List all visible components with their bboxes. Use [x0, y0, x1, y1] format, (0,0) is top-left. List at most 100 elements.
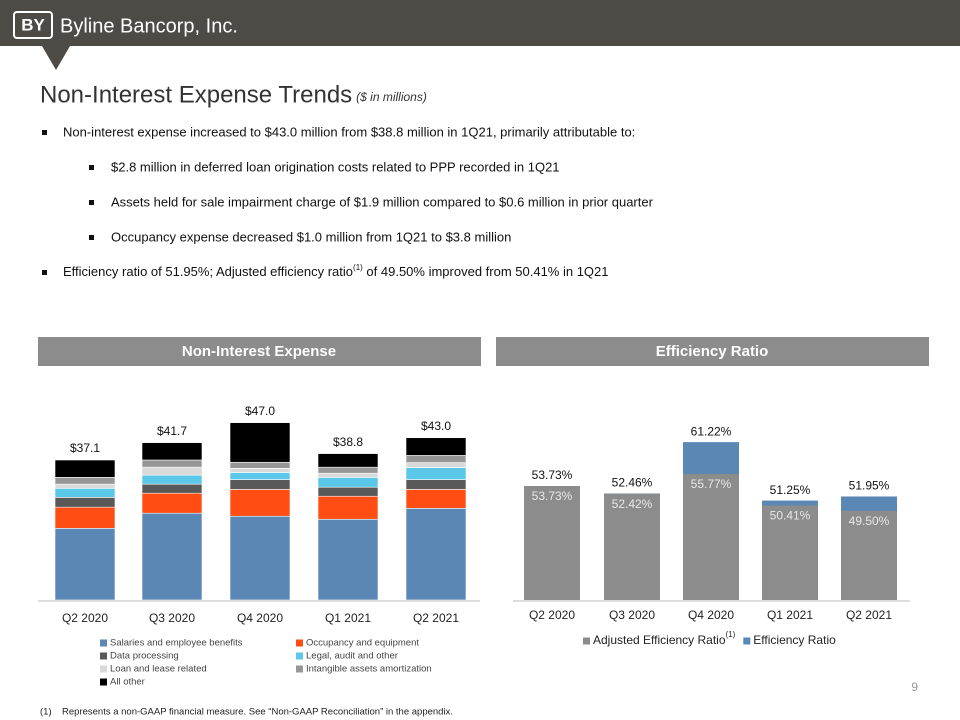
- bullet-square: [89, 165, 94, 170]
- logo: BY: [21, 15, 45, 34]
- bar-segment: [141, 492, 203, 514]
- bar: [604, 493, 660, 600]
- x-tick-label: Q2 2020: [62, 611, 108, 625]
- legend-label-part: Adjusted Efficiency Ratio: [593, 633, 726, 647]
- header-notch: [42, 46, 70, 70]
- value-label: 53.73%: [532, 468, 573, 482]
- x-tick-label: Q3 2020: [609, 608, 655, 622]
- legend-label: Occupancy and equipment: [306, 638, 419, 649]
- bullet-text: Non-interest expense increased to $43.0 …: [63, 124, 635, 139]
- superscript: (1): [353, 263, 363, 272]
- bullet-text: Efficiency ratio of 51.95%; Adjusted eff…: [63, 263, 609, 279]
- bar-segment: [229, 479, 291, 490]
- legend-label: Loan and lease related: [110, 664, 207, 675]
- bar-segment: [54, 459, 116, 478]
- value-label: 50.41%: [770, 509, 811, 523]
- section-bar: [38, 337, 481, 366]
- bar-segment: [317, 466, 379, 474]
- bar-segment: [405, 462, 467, 468]
- value-label: 51.25%: [770, 483, 811, 497]
- x-tick-label: Q1 2021: [767, 608, 813, 622]
- bar-segment: [229, 515, 291, 601]
- value-label: 49.50%: [849, 514, 890, 528]
- slide-title: Non-Interest Expense Trends: [40, 81, 352, 108]
- legend-label: All other: [110, 677, 145, 688]
- bar-segment: [54, 528, 116, 601]
- total-label: $38.8: [333, 435, 363, 449]
- bar-segment: [141, 459, 203, 468]
- legend-label: Data processing: [110, 651, 179, 662]
- chart-title: Efficiency Ratio: [656, 343, 769, 360]
- footnote: Represents a non-GAAP financial measure.…: [62, 707, 453, 718]
- legend-label: Salaries and employee benefits: [110, 638, 243, 649]
- section-bar: [496, 337, 929, 366]
- bar-segment: [229, 489, 291, 517]
- bar-segment: [405, 479, 467, 490]
- bar-segment: [229, 461, 291, 469]
- x-tick-label: Q2 2021: [846, 608, 892, 622]
- total-label: $41.7: [157, 424, 187, 438]
- x-tick-label: Q4 2020: [237, 611, 283, 625]
- bar-segment: [229, 422, 291, 463]
- bar-segment: [141, 442, 203, 461]
- bar-segment: [54, 488, 116, 498]
- header-band: [0, 0, 960, 46]
- x-tick-label: Q1 2021: [325, 611, 371, 625]
- legend-swatch: [296, 639, 303, 647]
- bar-segment: [317, 518, 379, 601]
- legend-label: Adjusted Efficiency Ratio(1): [593, 630, 736, 647]
- page-number: 9: [911, 680, 918, 694]
- bar: [524, 486, 580, 600]
- legend-swatch: [296, 665, 303, 673]
- bar-segment: [317, 472, 379, 478]
- bar-segment: [405, 467, 467, 480]
- bar-segment: [54, 477, 116, 485]
- legend-swatch: [100, 652, 107, 660]
- bar: [683, 474, 739, 600]
- x-tick-label: Q2 2020: [529, 608, 575, 622]
- value-label: 51.95%: [849, 479, 890, 493]
- bullet-square: [89, 200, 94, 205]
- bar-segment: [141, 483, 203, 494]
- value-label: 53.73%: [532, 489, 573, 503]
- bullet-square: [42, 130, 47, 135]
- legend-label: Efficiency Ratio: [753, 633, 836, 647]
- x-tick-label: Q2 2021: [413, 611, 459, 625]
- footnote-marker: (1): [40, 707, 52, 718]
- bar-segment: [317, 477, 379, 488]
- legend-swatch: [100, 665, 107, 673]
- legend-note: (1): [726, 630, 736, 639]
- bar-segment: [229, 468, 291, 473]
- bullet-square: [42, 270, 47, 275]
- legend-swatch: [100, 639, 107, 647]
- bar: [762, 505, 818, 600]
- bar-segment: [405, 508, 467, 601]
- legend-swatch: [743, 637, 751, 645]
- total-label: $43.0: [421, 419, 451, 433]
- legend-swatch: [583, 637, 590, 645]
- sub-bullet-text: Assets held for sale impairment charge o…: [111, 194, 654, 209]
- bar-segment: [54, 483, 116, 489]
- chart-title: Non-Interest Expense: [182, 343, 336, 360]
- bar-segment: [405, 437, 467, 456]
- x-tick-label: Q3 2020: [149, 611, 195, 625]
- total-label: $47.0: [245, 404, 275, 418]
- sub-bullet-text: Occupancy expense decreased $1.0 million…: [111, 229, 511, 244]
- subtitle: ($ in millions): [356, 90, 427, 104]
- bar-segment: [317, 453, 379, 468]
- bar-segment: [317, 486, 379, 497]
- bullet-text-part: of 49.50% improved from 50.41% in 1Q21: [363, 264, 609, 279]
- bar-segment: [405, 455, 467, 463]
- company-name: Byline Bancorp, Inc.: [60, 15, 238, 37]
- bar: [841, 510, 897, 600]
- value-label: 52.46%: [612, 476, 653, 490]
- bar-segment: [141, 474, 203, 485]
- value-label: 55.77%: [691, 477, 732, 491]
- value-label: 61.22%: [691, 424, 732, 438]
- bar-segment: [141, 512, 203, 601]
- sub-bullet-text: $2.8 million in deferred loan originatio…: [111, 159, 560, 174]
- bar-segment: [229, 472, 291, 480]
- legend-label: Intangible assets amortization: [306, 664, 432, 675]
